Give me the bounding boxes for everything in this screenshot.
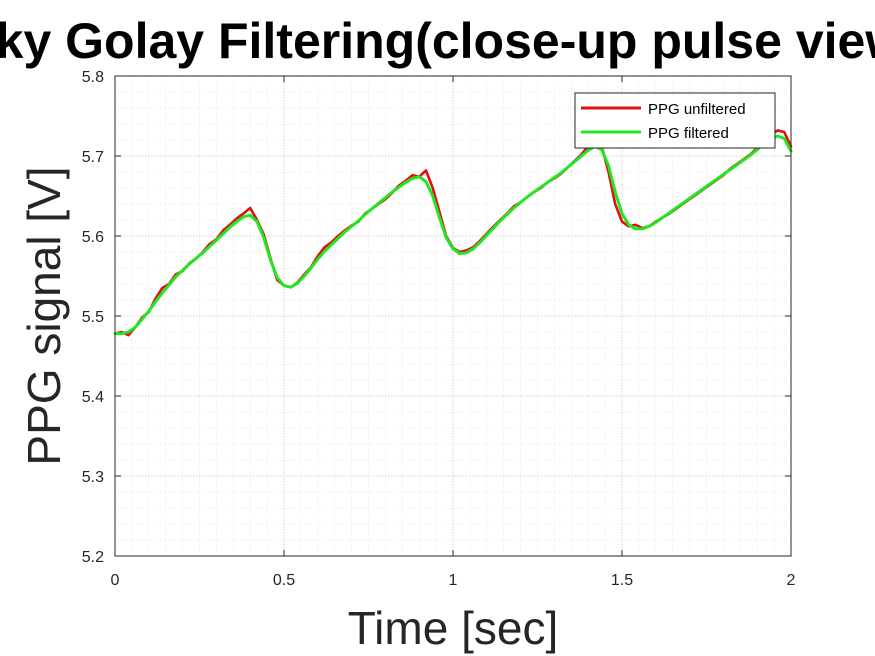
x-tick-labels: 0 0.5 1 1.5 2 bbox=[111, 572, 796, 589]
legend: PPG unfiltered PPG filtered bbox=[574, 92, 776, 149]
legend-box bbox=[574, 92, 776, 149]
y-tick-labels: 5.2 5.3 5.4 5.5 5.6 5.7 5.8 bbox=[82, 69, 104, 566]
series-layer bbox=[113, 129, 793, 337]
y-tick-label: 5.3 bbox=[82, 469, 104, 486]
legend-label-filtered: PPG filtered bbox=[648, 125, 729, 142]
y-tick-label: 5.2 bbox=[82, 549, 104, 566]
x-tick-label: 2 bbox=[787, 572, 796, 589]
y-tick-label: 5.6 bbox=[82, 229, 104, 246]
chart-title: Savitzky Golay Filtering(close-up pulse … bbox=[0, 13, 875, 69]
x-axis-label: Time [sec] bbox=[348, 602, 558, 654]
y-axis-label: PPG signal [V] bbox=[18, 166, 70, 465]
legend-label-unfiltered: PPG unfiltered bbox=[648, 101, 746, 118]
x-tick-label: 1 bbox=[449, 572, 458, 589]
series-line-ppg-filtered bbox=[113, 134, 793, 336]
y-tick-label: 5.7 bbox=[82, 149, 104, 166]
x-tick-label: 0 bbox=[111, 572, 120, 589]
major-grid bbox=[115, 76, 791, 556]
x-tick-label: 1.5 bbox=[611, 572, 633, 589]
y-tick-label: 5.5 bbox=[82, 309, 104, 326]
y-tick-label: 5.4 bbox=[82, 389, 104, 406]
x-tick-label: 0.5 bbox=[273, 572, 295, 589]
y-tick-label: 5.8 bbox=[82, 69, 104, 86]
tick-marks bbox=[114, 75, 792, 557]
